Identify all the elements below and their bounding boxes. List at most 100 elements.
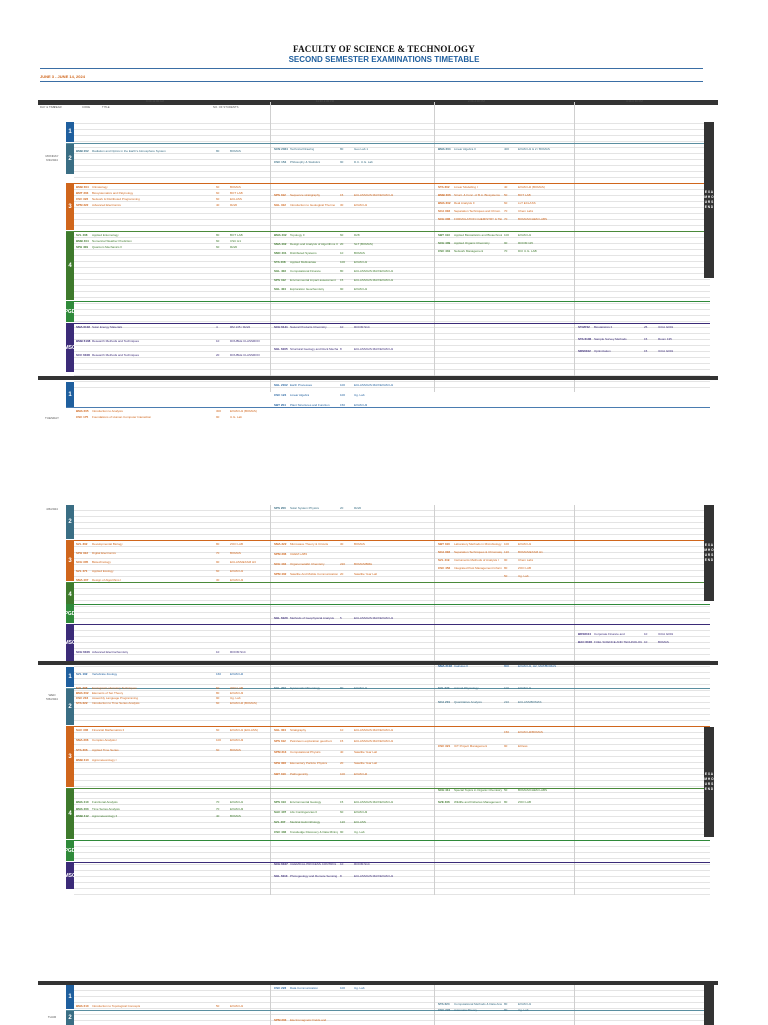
student-count: 150 [340,403,346,407]
venue: EXAM H1 [518,687,532,690]
slot-separator [434,985,435,1025]
student-count: 120 [340,820,346,824]
student-count: 100 [340,260,346,264]
row-divider [66,582,710,583]
course-title: Introduction to Analysis [92,410,123,413]
course-title: Financial Mathematics II [92,729,125,732]
block-top-bar [38,100,718,105]
slot-2-time: 11:30-1:30 PM [316,99,335,103]
student-count: 60 [216,239,220,243]
venue: EXAM H1 & 2 / BOMAS [518,148,550,151]
venue: ICCA G001 [658,350,674,353]
student-count: 300 [216,409,222,413]
student-count: 60 [340,810,344,814]
course-code: SGL 304 [274,728,286,732]
venue: EXAM H3 [230,692,244,695]
course-code: SCH 306 [438,217,451,221]
course-code: STA 302 [438,185,450,189]
course-title: Computational Methods & Data Analysis II [454,1003,502,1006]
venue: ECLASS [354,821,366,824]
student-count: 100 [504,542,510,546]
course-title: Sequence stratigraphy [290,194,321,197]
student-count: 70 [216,807,220,811]
student-count: 30 [340,203,344,207]
venue: ECLASS/GIS MAX/EXAM H1 [354,617,394,620]
course-title: Corporate Finance and [594,633,625,636]
course-title: Calculus II [454,665,469,668]
course-title: Pathogenicity [290,773,309,776]
course-title: Research Methods and Techniques [92,354,139,357]
venue: EXAM H1 [518,1003,532,1006]
year-band-4: 4 [66,583,74,607]
venue: BOMAS [354,252,365,255]
student-count: 20 [340,506,344,510]
course-code: CSC 154 [274,160,287,164]
year-band-2: 2 [66,144,74,174]
student-count: 100 [504,233,510,237]
course-title: Life Contingencies II [290,811,318,814]
course-code: BDS6104 [578,632,592,636]
year-band-msc: MSC [64,324,76,372]
course-code: SAC 407 [274,810,287,814]
course-title: Advanced Electronics [92,204,121,207]
course-title: Microwave Theory & Circuits [290,543,329,546]
course-title: Struct. & Func. of B.A. Biosystems [454,194,500,197]
course-code: BMB 412 [76,814,89,818]
venue: R220 [230,204,238,207]
course-code: CSC 321 [438,744,451,748]
venue: Ug. Lab [354,987,365,990]
course-title: Earth Processes [290,384,313,387]
row-divider [66,840,710,841]
course-title: Natural Products Chemistry [290,326,327,329]
venue: ICCA G001 [658,633,674,636]
course-code: CSC 222 [438,1008,451,1012]
course-title: Biotechnology [92,561,111,564]
venue: DCI U.G. LAB [518,250,537,253]
course-code: BMB 6108 [76,339,91,343]
row-divider [66,183,710,184]
row-divider [66,1010,710,1011]
course-title: Applied Entomology [92,234,119,237]
student-count: 120 [504,550,510,554]
venue: EXAM H2 [354,773,368,776]
venue: EXAM H2 (BOMAS) [518,186,545,189]
venue: EXAM H1 [354,204,368,207]
grid-lines [74,118,710,390]
course-code: STA 6106 [578,337,592,341]
student-count: 100 [504,686,510,690]
course-title: Photogeology and Remote Sensing [290,875,338,878]
year-band-pgd-wed: PGD [65,841,75,861]
student-count: 800 [504,664,510,668]
course-title: Agrometeorology II [92,815,118,818]
course-title: Exploration Geochemistry [290,288,325,291]
course-title: Applied Multivariate [290,261,317,264]
row-divider [66,604,710,605]
course-title: Solar System Physics [290,507,320,510]
course-code: CSC 452 [438,566,451,570]
venue: ECLASS/GIS MAX/EXAM H1 [354,875,394,878]
student-count: 10 [340,325,344,329]
course-title: Elementary Particle Physics [290,762,328,765]
student-count: 70 [504,217,508,221]
slot-separator [434,505,435,895]
course-code: BMB 304 [76,185,89,189]
student-count: 50 [504,574,508,578]
row-divider [66,323,710,324]
course-code: BMB 306 [438,193,451,197]
course-title: FORMULATION CHEMISTRY & TECHNOLOGY [454,218,502,221]
student-count: 220 [340,562,346,566]
course-title: Numerical Weather Prediction [92,240,132,243]
student-count: 80 [340,269,344,273]
venue: ROOM S14 [230,651,246,654]
slot-4-time: 4:30-6:30 PM [626,99,643,103]
venue: Ug. Lab [230,697,241,700]
student-count: 80 [504,1008,508,1012]
course-code: SGL 6113 [274,874,288,878]
course-code: SDS6102 [578,349,591,353]
course-code: SGL 6105 [274,347,288,351]
student-count: 80 [340,686,344,690]
course-code: BMB 310 [76,758,89,762]
course-title: Methods of Geophysical Analysis [290,617,335,620]
venue: ECLASS/GIS MAX/EXAM H1 [354,270,394,273]
course-title: Linear Algebra II [454,148,476,151]
